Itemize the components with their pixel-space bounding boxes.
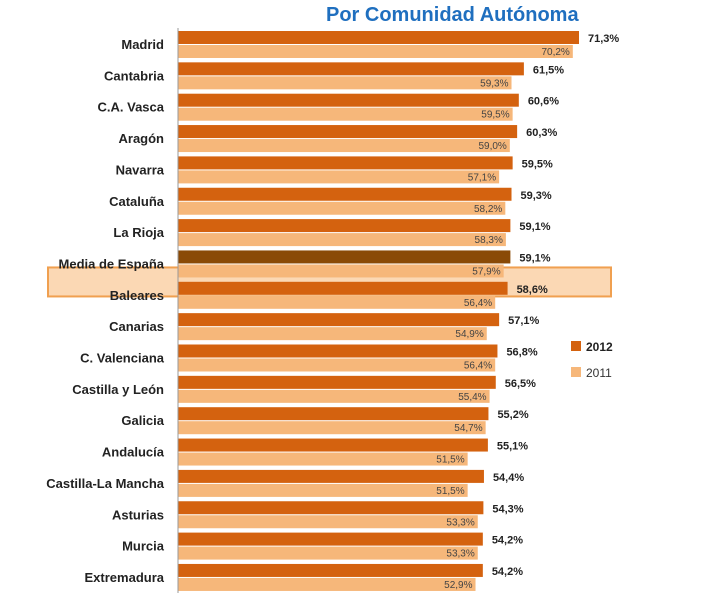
- bar-2012: [178, 344, 498, 358]
- value-label-2012: 56,5%: [505, 378, 536, 390]
- value-label-2012: 59,1%: [519, 221, 550, 233]
- bar-2012: [178, 250, 511, 264]
- bar-2011: [178, 515, 478, 529]
- bar-2012: [178, 563, 483, 577]
- category-label: Cantabria: [104, 68, 165, 83]
- value-label-2011: 57,9%: [472, 266, 500, 277]
- legend-label-2012: 2012: [586, 340, 613, 354]
- bar-2012: [178, 501, 484, 515]
- value-label-2011: 56,4%: [464, 361, 492, 372]
- bar-2011: [178, 483, 468, 497]
- bar-2011: [178, 201, 506, 215]
- value-label-2012: 60,3%: [526, 127, 557, 139]
- value-label-2011: 59,0%: [478, 141, 506, 152]
- category-label: Asturias: [112, 507, 164, 522]
- bar-2012: [178, 469, 484, 483]
- value-label-2012: 60,6%: [528, 96, 559, 108]
- bar-2011: [178, 327, 487, 341]
- category-label: Galicia: [121, 413, 164, 428]
- value-label-2012: 59,5%: [522, 158, 553, 170]
- value-label-2011: 57,1%: [468, 172, 496, 183]
- value-label-2012: 58,6%: [517, 284, 548, 296]
- value-label-2012: 59,1%: [519, 252, 550, 264]
- bar-2012: [178, 438, 488, 452]
- bar-2012: [178, 156, 513, 170]
- value-label-2011: 51,5%: [436, 455, 464, 466]
- value-label-2011: 55,4%: [458, 392, 486, 403]
- value-label-2012: 71,3%: [588, 33, 619, 45]
- category-label: Baleares: [110, 288, 164, 303]
- value-label-2012: 57,1%: [508, 315, 539, 327]
- category-label: Cataluña: [109, 194, 165, 209]
- category-label: Murcia: [122, 539, 165, 554]
- value-label-2012: 55,1%: [497, 441, 528, 453]
- bar-2011: [178, 264, 504, 278]
- bar-2011: [178, 233, 506, 247]
- category-label: Castilla y León: [72, 382, 164, 397]
- bar-2011: [178, 107, 513, 121]
- value-label-2011: 58,2%: [474, 204, 502, 215]
- value-label-2011: 59,5%: [481, 110, 509, 121]
- bar-2011: [178, 170, 500, 184]
- bar-2011: [178, 45, 573, 58]
- value-label-2012: 61,5%: [533, 64, 564, 76]
- bar-2011: [178, 389, 490, 403]
- value-label-2011: 54,7%: [454, 423, 482, 434]
- legend-swatch-2011: [571, 367, 581, 377]
- category-label: C.A. Vasca: [98, 100, 165, 115]
- bar-2012: [178, 532, 483, 546]
- value-label-2011: 59,3%: [480, 78, 508, 89]
- bar-2012: [178, 219, 511, 233]
- value-label-2012: 59,3%: [521, 190, 552, 202]
- value-label-2011: 58,3%: [475, 235, 503, 246]
- value-label-2012: 56,8%: [506, 347, 537, 359]
- bar-2011: [178, 76, 512, 90]
- bar-2011: [178, 295, 496, 309]
- bar-2011: [178, 546, 478, 560]
- bar-2012: [178, 313, 500, 327]
- bar-2012: [178, 187, 512, 201]
- bar-2012: [178, 125, 518, 139]
- value-label-2011: 52,9%: [444, 580, 472, 591]
- value-label-2011: 70,2%: [541, 47, 569, 58]
- bar-2012: [178, 62, 524, 76]
- value-label-2011: 53,3%: [446, 549, 474, 560]
- category-label: Navarra: [116, 162, 165, 177]
- value-label-2012: 54,4%: [493, 472, 524, 484]
- value-label-2011: 54,9%: [455, 329, 483, 340]
- value-label-2011: 56,4%: [464, 298, 492, 309]
- bar-2011: [178, 421, 486, 435]
- value-label-2012: 54,2%: [492, 535, 523, 547]
- value-label-2012: 54,3%: [492, 503, 523, 515]
- category-label: La Rioja: [113, 225, 164, 240]
- category-label: Extremadura: [85, 570, 165, 585]
- bar-2012: [178, 407, 489, 421]
- category-label: Andalucía: [102, 445, 165, 460]
- value-label-2012: 55,2%: [497, 409, 528, 421]
- value-label-2011: 53,3%: [446, 517, 474, 528]
- category-label: Aragón: [119, 131, 165, 146]
- chart-title: Por Comunidad Autónoma: [326, 4, 579, 26]
- bar-2012: [178, 93, 519, 107]
- bar-2012: [178, 375, 496, 389]
- category-label: Castilla-La Mancha: [46, 476, 165, 491]
- bar-2011: [178, 452, 468, 466]
- legend-label-2011: 2011: [586, 366, 612, 380]
- bar-2012: [178, 281, 508, 295]
- bar-2011: [178, 358, 496, 372]
- bar-2011: [178, 139, 510, 153]
- bar-2012: [178, 31, 579, 44]
- bar-2011: [178, 577, 476, 591]
- category-label: C. Valenciana: [80, 351, 165, 366]
- value-label-2012: 54,2%: [492, 566, 523, 578]
- category-label: Canarias: [109, 319, 164, 334]
- category-label: Madrid: [121, 37, 164, 52]
- value-label-2011: 51,5%: [436, 486, 464, 497]
- category-label: Media de España: [59, 256, 165, 271]
- legend-swatch-2012: [571, 341, 581, 351]
